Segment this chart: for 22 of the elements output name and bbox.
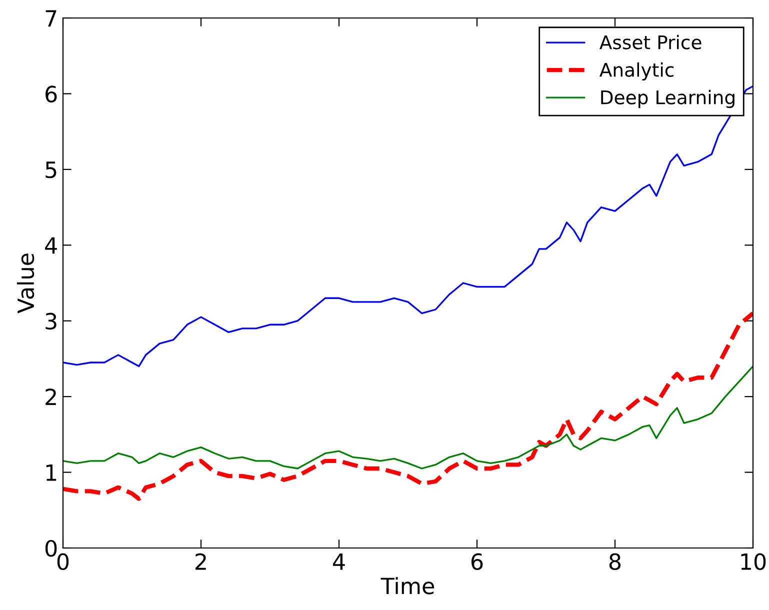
y-tick-label: 4: [45, 237, 57, 254]
x-tick-label: 8: [609, 553, 621, 570]
line-series: [63, 311, 753, 501]
y-tick-label: 3: [46, 312, 56, 330]
x-tick-label: 6: [471, 553, 483, 570]
y-tick-label: 1: [46, 464, 56, 481]
legend-label: Analytic: [599, 62, 674, 81]
x-tick-label: 2: [196, 553, 206, 570]
legend-label: Asset Price: [599, 34, 702, 50]
x-axis-title: Time: [380, 577, 434, 594]
y-tick-label: 0: [45, 540, 57, 557]
legend-label: Deep Learning: [601, 90, 734, 108]
x-tick-label: 0: [57, 553, 69, 570]
y-tick-label: 5: [46, 162, 56, 178]
line-series: [63, 365, 753, 470]
y-axis-title: Value: [16, 254, 34, 314]
line-series: [63, 85, 753, 368]
y-tick-label: 7: [46, 10, 56, 26]
y-tick-label: 2: [46, 388, 56, 406]
x-tick-label: 4: [333, 554, 345, 570]
x-tick-label: 10: [741, 553, 766, 570]
y-tick-label: 6: [46, 86, 57, 102]
